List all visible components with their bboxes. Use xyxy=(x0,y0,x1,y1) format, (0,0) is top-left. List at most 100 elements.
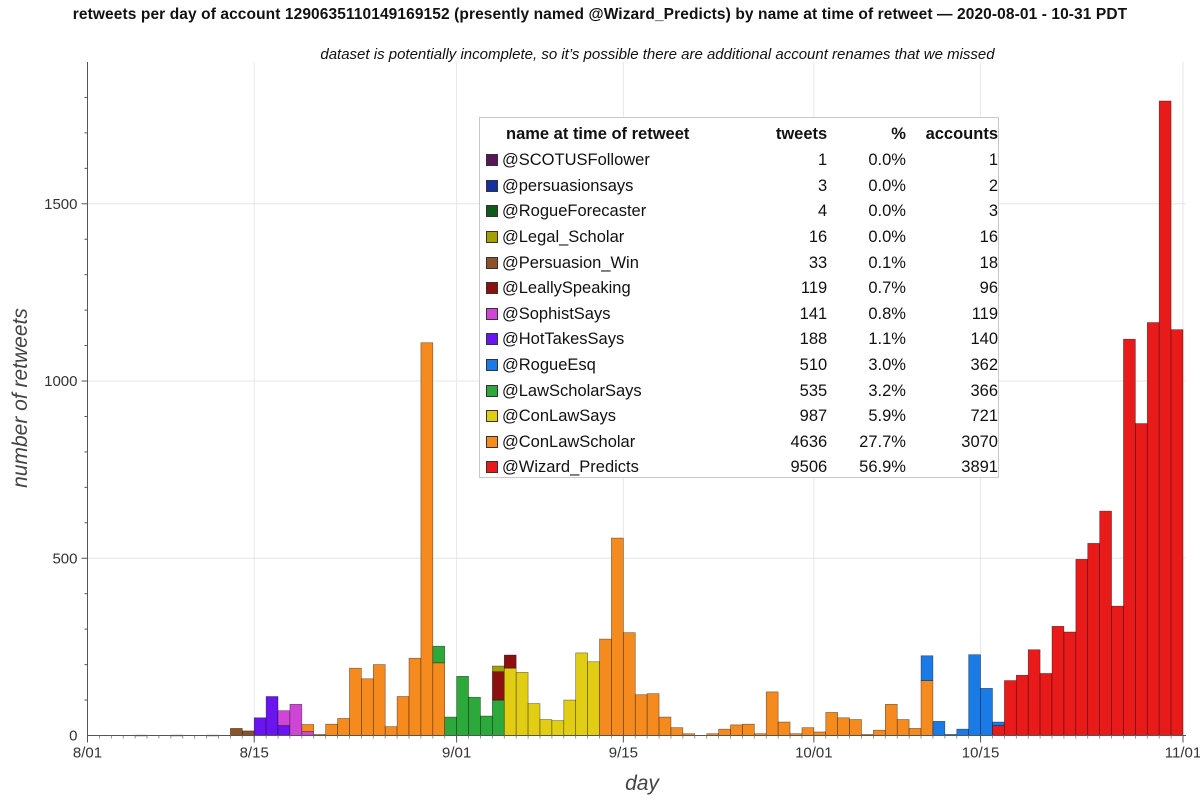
legend-row: @ConLawScholar 4636 27.7% 3070 xyxy=(486,430,998,456)
legend-entry-name: @RogueEsq xyxy=(486,353,739,379)
legend-entry-name: @LawScholarSays xyxy=(486,378,739,404)
legend-swatch xyxy=(486,282,498,295)
legend-entry-label: @Wizard_Predicts xyxy=(502,458,639,477)
legend-entry-label: @HotTakesSays xyxy=(502,330,625,349)
legend-entry-pct: 0.0% xyxy=(868,202,906,221)
legend-row: @persuasionsays 3 0.0% 2 xyxy=(486,174,998,200)
legend-entry-name: @LeallySpeaking xyxy=(486,276,739,302)
legend-entry-accounts: 1 xyxy=(988,151,998,170)
legend-swatch xyxy=(486,307,498,320)
bar-segment xyxy=(1099,510,1112,736)
x-tick-label: 10/15 xyxy=(962,745,1000,762)
legend-entry-tweets: 3 xyxy=(818,176,828,195)
bar-segment xyxy=(349,667,362,736)
legend-entry-accounts: 721 xyxy=(970,407,998,426)
legend-entry-tweets: 4636 xyxy=(790,432,828,451)
legend-entry-pct: 27.7% xyxy=(859,432,906,451)
legend-entry-label: @Legal_Scholar xyxy=(502,228,625,247)
bar-segment xyxy=(742,723,755,736)
legend-entry-pct: 0.0% xyxy=(868,176,906,195)
bar-segment xyxy=(908,728,922,736)
legend-swatch xyxy=(486,256,498,269)
legend-swatch xyxy=(486,205,498,218)
bar-segment xyxy=(492,665,505,672)
legend-entry-label: @LeallySpeaking xyxy=(502,279,631,298)
bar-segment xyxy=(480,715,493,736)
bar-segment xyxy=(503,667,517,736)
bar-segment xyxy=(634,694,648,736)
legend-entry-pct: 0.0% xyxy=(868,228,906,247)
legend-entry-pct: 0.1% xyxy=(868,253,906,272)
legend-swatch xyxy=(486,333,498,346)
bar-segment xyxy=(956,728,969,736)
legend-entry-tweets: 1 xyxy=(818,151,828,170)
x-tick-label: 9/01 xyxy=(442,745,471,762)
bar-segment xyxy=(896,719,910,736)
legend-row: @Persuasion_Win 33 0.1% 18 xyxy=(486,250,998,276)
legend-entry-pct: 0.8% xyxy=(868,304,906,323)
x-axis-label: day xyxy=(625,772,660,795)
legend-entry-accounts: 366 xyxy=(970,381,998,400)
bar-segment xyxy=(670,727,684,736)
legend-entry-tweets: 16 xyxy=(808,228,828,247)
legend-row: @LeallySpeaking 119 0.7% 96 xyxy=(486,276,998,302)
legend-row: @LawScholarSays 535 3.2% 366 xyxy=(486,378,998,404)
bar-segment xyxy=(1135,423,1148,736)
bar-segment xyxy=(885,704,898,736)
bar-segment xyxy=(1123,338,1136,736)
legend-entry-tweets: 9506 xyxy=(790,458,828,477)
legend-swatch xyxy=(486,359,498,372)
bar-segment xyxy=(492,699,505,736)
bar-segment xyxy=(230,728,243,736)
bar-segment xyxy=(527,703,541,736)
legend-row: @ConLawSays 987 5.9% 721 xyxy=(486,404,998,430)
legend-entry-label: @SCOTUSFollower xyxy=(502,151,650,170)
legend-entry-name: @Legal_Scholar xyxy=(486,225,739,251)
legend-row: @SCOTUSFollower 1 0.0% 1 xyxy=(486,148,998,174)
bar-segment xyxy=(873,729,886,736)
legend-entry-accounts: 2 xyxy=(988,176,998,195)
legend-entry-tweets: 510 xyxy=(799,356,828,375)
legend-entry-pct: 3.0% xyxy=(868,356,906,375)
x-tick-label: 8/01 xyxy=(73,745,102,762)
chart-title: retweets per day of account 129063511014… xyxy=(72,6,1128,23)
legend-entry-pct: 0.7% xyxy=(868,279,906,298)
legend-header-row: name at time of retweet tweets % account… xyxy=(486,121,998,148)
bar-segment xyxy=(980,688,993,736)
legend-row: @Wizard_Predicts 9506 56.9% 3891 xyxy=(486,455,998,481)
y-tick-label: 500 xyxy=(52,550,77,567)
legend-entry-pct: 0.0% xyxy=(868,151,906,170)
bar-segment xyxy=(277,710,291,726)
bar-segment xyxy=(825,712,838,736)
bar-segment xyxy=(265,696,279,736)
bar-segment xyxy=(301,724,315,732)
legend-entry-accounts: 16 xyxy=(979,228,998,247)
legend-entry-label: @ConLawScholar xyxy=(502,432,636,451)
bar-segment xyxy=(551,720,565,736)
legend-entry-name: @RogueForecaster xyxy=(486,199,739,225)
legend-entry-accounts: 18 xyxy=(979,253,998,272)
legend-table: name at time of retweet tweets % account… xyxy=(486,121,998,481)
y-tick-label: 1000 xyxy=(44,373,77,390)
legend-entry-tweets: 535 xyxy=(799,381,828,400)
legend-entry-name: @Wizard_Predicts xyxy=(486,455,739,481)
bar-segment xyxy=(539,719,553,736)
legend-header-name: name at time of retweet xyxy=(506,125,690,143)
bar-segment xyxy=(575,652,588,736)
bar-segment xyxy=(456,676,469,736)
bar-segment xyxy=(1146,322,1160,736)
bar-segment xyxy=(277,725,291,736)
bar-segment xyxy=(1158,100,1172,736)
bar-segment xyxy=(658,716,672,736)
bar-segment xyxy=(1039,673,1053,736)
legend-entry-accounts: 119 xyxy=(971,304,998,323)
legend-header-pct: % xyxy=(891,125,906,143)
bar-segment xyxy=(384,726,398,736)
bar-segment xyxy=(587,661,600,736)
legend-entry-accounts: 362 xyxy=(970,356,998,375)
bar-segment xyxy=(623,632,636,736)
y-tick-label: 1500 xyxy=(44,196,77,213)
bar-segment xyxy=(1170,329,1184,736)
legend-header-tweets: tweets xyxy=(775,125,828,143)
